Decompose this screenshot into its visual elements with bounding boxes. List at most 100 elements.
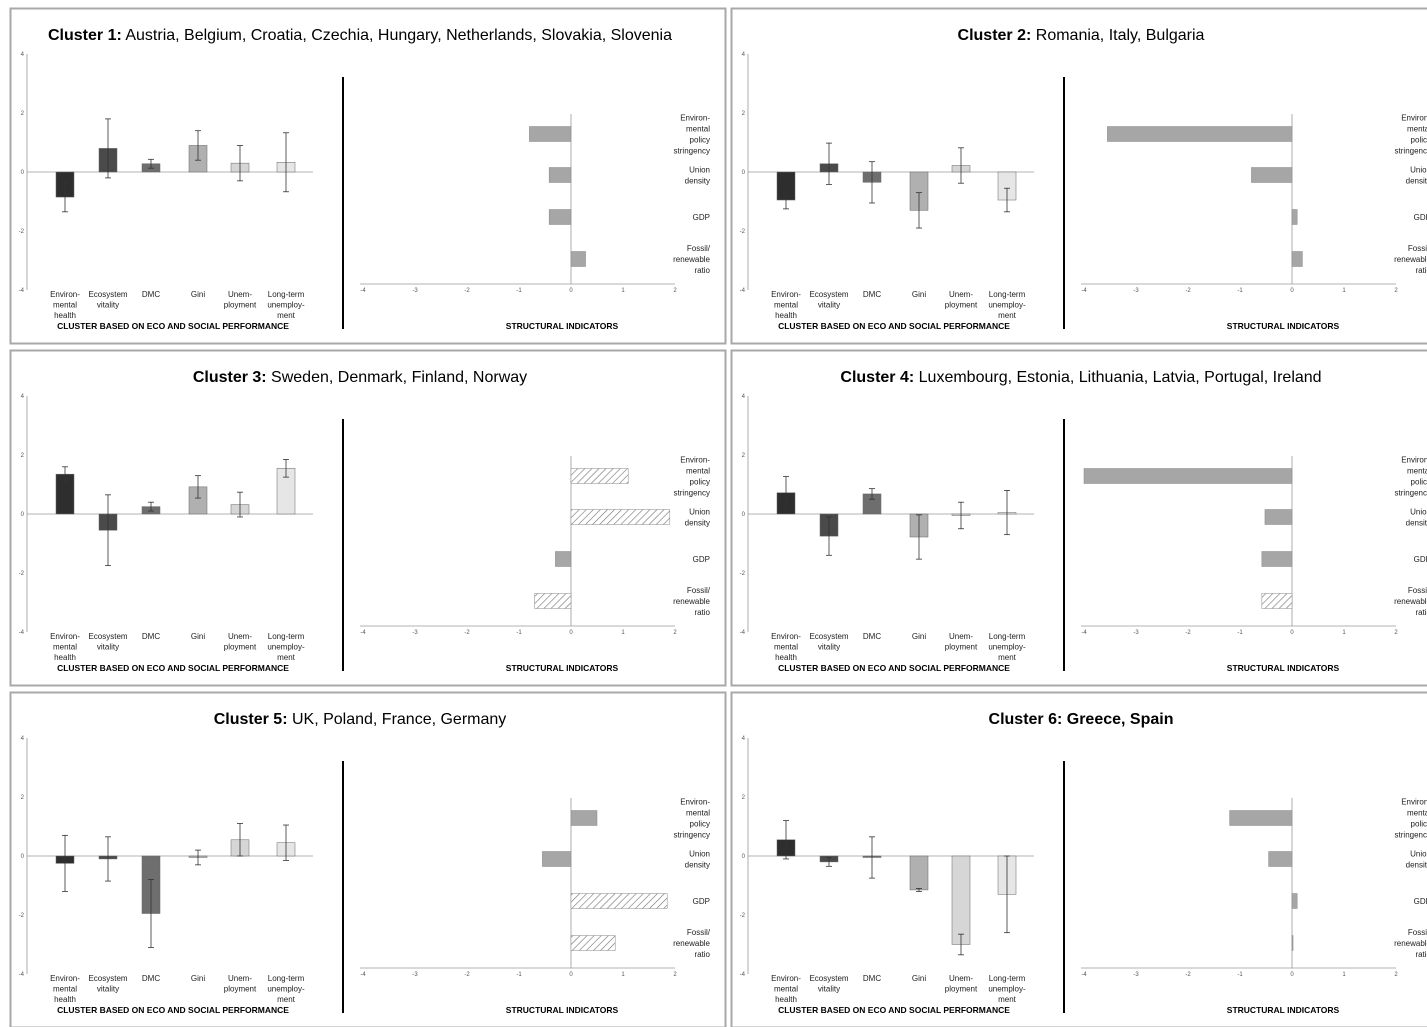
- indicator-label: Union density: [1406, 166, 1427, 186]
- indicator-label: Union density: [1406, 850, 1427, 870]
- category-label-line: Ecosystem: [809, 632, 848, 641]
- x-tick-label: -1: [1237, 288, 1243, 294]
- category-label: Ecosystem vitality: [809, 974, 848, 994]
- x-tick-label: -2: [464, 972, 470, 978]
- category-label: Long-term unemploy-ment: [988, 974, 1026, 1004]
- x-tick-label: 2: [1394, 630, 1398, 636]
- x-tick-label: 1: [621, 630, 625, 636]
- left-bar-chart: 4 2 0 -2 -4 Environ-mental health Ecosystem vita…: [740, 52, 1034, 331]
- x-tick-label: 0: [1290, 972, 1294, 978]
- category-label-line: ment: [277, 653, 296, 662]
- category-label-line: unemploy-: [267, 301, 305, 310]
- indicator-label: Fossil/renewable ratio: [1394, 244, 1427, 275]
- category-label-line: vitality: [818, 301, 840, 310]
- cluster-title: Cluster 5: UK, Poland, France, Germany: [214, 711, 507, 728]
- y-tick-label: 2: [21, 795, 25, 801]
- left-chart-xlabel: CLUSTER BASED ON ECO AND SOCIAL PERFORMA…: [778, 1005, 1010, 1015]
- category-label: Unem-ployment: [224, 632, 257, 652]
- category-label: Long-term unemploy-ment: [267, 632, 305, 662]
- cluster-title-bold: Cluster 1:: [48, 27, 122, 44]
- category-label-line: ployment: [224, 985, 257, 994]
- right-bar-chart: -4 -3 -2 -1 0 1 2 Environ-mental policy stringenc…: [360, 114, 711, 331]
- x-tick-label: -1: [516, 972, 522, 978]
- category-label-line: Gini: [191, 632, 205, 641]
- category-label: Unem-ployment: [945, 632, 978, 652]
- y-tick-label: 2: [742, 795, 746, 801]
- left-bar-chart: 4 2 0 -2 -4 Environ-mental health Ecosystem vita…: [740, 736, 1034, 1015]
- indicator-bar-1: [529, 126, 572, 142]
- category-label-line: Unem-: [228, 290, 252, 299]
- right-chart-xlabel: STRUCTURAL INDICATORS: [1227, 663, 1340, 673]
- x-tick-label: 2: [1394, 972, 1398, 978]
- category-label-line: DMC: [142, 974, 160, 983]
- category-label: DMC: [863, 632, 881, 641]
- panel-border: [730, 691, 1427, 1027]
- x-tick-label: -2: [464, 630, 470, 636]
- x-tick-label: 1: [1342, 630, 1346, 636]
- y-tick-label: 4: [21, 394, 25, 400]
- x-tick-label: 0: [569, 972, 573, 978]
- category-label: Unem-ployment: [224, 290, 257, 310]
- indicator-label-line: density: [1406, 177, 1427, 186]
- category-label-line: vitality: [818, 643, 840, 652]
- cluster-title: Cluster 1: Austria, Belgium, Croatia, Cz…: [48, 27, 672, 44]
- left-chart-xlabel: CLUSTER BASED ON ECO AND SOCIAL PERFORMA…: [778, 321, 1010, 331]
- x-tick-label: 0: [1290, 288, 1294, 294]
- indicator-label: Fossil/renewable ratio: [673, 586, 711, 617]
- indicator-label-line: Environ-: [1401, 114, 1427, 123]
- indicator-label-line: GDP: [1414, 213, 1427, 222]
- category-label: Gini: [191, 290, 205, 299]
- y-tick-label: 4: [742, 52, 746, 58]
- category-label-line: ployment: [945, 301, 978, 310]
- x-tick-label: -4: [360, 288, 366, 294]
- category-label-line: Long-term: [989, 974, 1026, 983]
- category-label-line: Environ-: [771, 632, 801, 641]
- x-tick-label: 1: [1342, 972, 1346, 978]
- y-tick-label: -4: [19, 972, 25, 978]
- indicator-label: Environ-mental policy stringency: [674, 798, 711, 840]
- category-label-line: DMC: [863, 974, 881, 983]
- category-label-line: vitality: [97, 985, 119, 994]
- indicator-label: GDP: [693, 555, 710, 564]
- x-tick-label: 0: [569, 288, 573, 294]
- x-tick-label: -4: [1081, 972, 1087, 978]
- indicator-label-line: Environ-: [680, 456, 710, 465]
- right-chart-xlabel: STRUCTURAL INDICATORS: [506, 663, 619, 673]
- category-label-line: DMC: [863, 632, 881, 641]
- indicator-label: GDP: [1414, 213, 1427, 222]
- category-label-line: ployment: [945, 985, 978, 994]
- category-label-line: Unem-: [949, 632, 973, 641]
- indicator-bar-1: [570, 468, 629, 484]
- category-label-line: vitality: [97, 301, 119, 310]
- category-label-line: vitality: [818, 985, 840, 994]
- indicator-label: Union density: [685, 850, 710, 870]
- category-label-line: unemploy-: [988, 985, 1026, 994]
- category-label: Long-term unemploy-ment: [988, 290, 1026, 320]
- cluster-title-countries: Austria, Belgium, Croatia, Czechia, Hung…: [122, 27, 672, 44]
- category-label: Ecosystem vitality: [88, 974, 127, 994]
- indicator-label-line: Union: [1410, 508, 1427, 517]
- indicator-label-line: density: [1406, 519, 1427, 528]
- category-label-line: ployment: [945, 643, 978, 652]
- x-tick-label: 2: [673, 288, 677, 294]
- indicator-label-line: renewable: [673, 255, 710, 264]
- category-label-line: Long-term: [989, 290, 1026, 299]
- cluster-panel-4: Cluster 4: Luxembourg, Estonia, Lithuani…: [730, 349, 1427, 687]
- category-label-line: Gini: [912, 290, 926, 299]
- category-label: Gini: [912, 290, 926, 299]
- indicator-label-line: mental: [1407, 809, 1427, 818]
- category-label-line: ment: [998, 653, 1017, 662]
- cluster-title-countries: UK, Poland, France, Germany: [288, 711, 507, 728]
- indicator-bar-3: [570, 893, 668, 909]
- category-label: Ecosystem vitality: [88, 290, 127, 310]
- indicator-label-line: renewable: [673, 939, 710, 948]
- indicator-label: Fossil/renewable ratio: [673, 244, 711, 275]
- indicator-label-line: policy: [1411, 820, 1427, 829]
- indicator-label: GDP: [693, 213, 710, 222]
- indicator-label-line: Fossil/: [687, 928, 711, 937]
- x-tick-label: -4: [360, 972, 366, 978]
- indicator-label: Union density: [1406, 508, 1427, 528]
- indicator-label-line: ratio: [694, 266, 710, 275]
- indicator-label-line: Fossil/: [1408, 586, 1427, 595]
- right-bar-chart: -4 -3 -2 -1 0 1 2 Environ-mental policy stringenc…: [1081, 456, 1427, 673]
